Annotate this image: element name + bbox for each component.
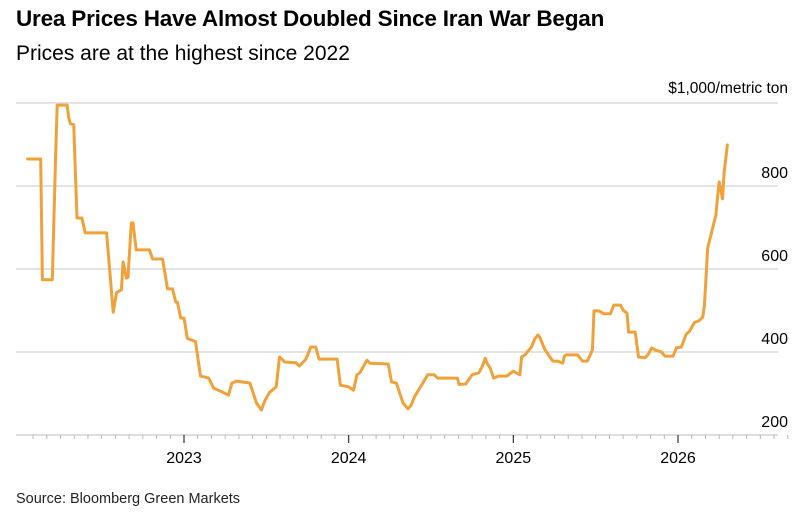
- x-tick-label: 2026: [660, 450, 696, 467]
- x-tick-label: 2025: [496, 450, 532, 467]
- x-tick-label: 2024: [331, 450, 367, 467]
- y-tick-label: 600: [761, 248, 788, 265]
- series-group: [26, 103, 729, 412]
- chart-subtitle: Prices are at the highest since 2022: [16, 42, 350, 65]
- source-note: Source: Bloomberg Green Markets: [16, 491, 241, 507]
- series-line-urea-price: [26, 103, 729, 412]
- y-axis-unit-label: $1,000/metric ton: [668, 80, 788, 97]
- chart-title: Urea Prices Have Almost Doubled Since Ir…: [16, 6, 605, 31]
- y-tick-label: 800: [761, 165, 788, 182]
- y-axis-ticks: 200 400 600 800: [761, 165, 788, 431]
- y-tick-label: 400: [761, 331, 788, 348]
- x-tick-label: 2023: [166, 450, 202, 467]
- x-axis: 2023 2024 2025 2026: [32, 435, 789, 467]
- y-tick-label: 200: [761, 414, 788, 431]
